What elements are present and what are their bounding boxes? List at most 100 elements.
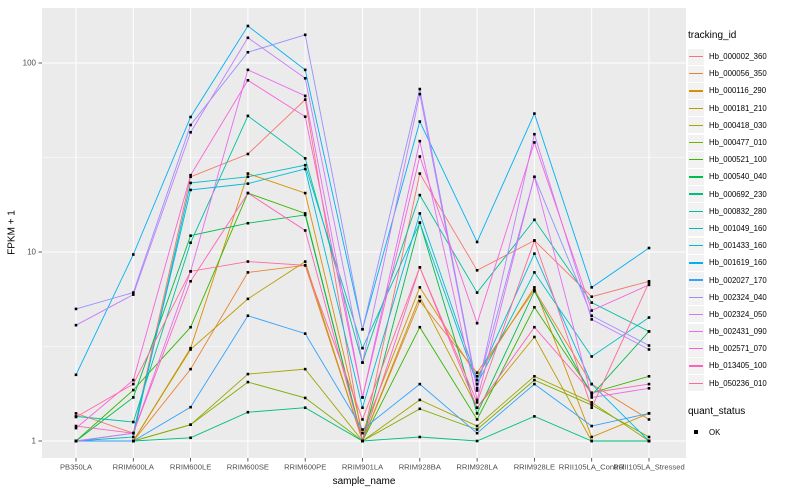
data-point xyxy=(418,286,422,289)
data-point xyxy=(189,123,192,127)
data-point xyxy=(647,439,651,443)
legend-item-label: Hb_013405_100 xyxy=(709,361,767,371)
data-point xyxy=(647,412,651,415)
legend-item: Hb_001049_160 xyxy=(688,220,767,237)
legend-color-line-icon xyxy=(689,176,703,178)
legend-color-line-icon xyxy=(689,193,703,195)
data-point xyxy=(303,367,307,371)
data-point xyxy=(246,314,250,318)
legend-item: Hb_013405_100 xyxy=(688,357,767,374)
legend-item-label: Hb_000692_230 xyxy=(709,189,767,199)
legend-color-line-icon xyxy=(689,279,703,281)
data-point xyxy=(361,361,364,364)
data-point xyxy=(303,406,307,410)
data-point xyxy=(590,295,593,299)
data-point xyxy=(590,301,593,304)
x-tick-label: RRIM600PE xyxy=(284,463,326,472)
data-point xyxy=(475,374,479,378)
data-point xyxy=(303,115,307,118)
data-point xyxy=(590,309,593,312)
y-tick-label: 100 xyxy=(23,59,37,68)
legend-color-line-icon xyxy=(689,107,703,109)
legend-item-label: Hb_002324_040 xyxy=(709,292,767,302)
legend-color-line-icon xyxy=(689,73,703,75)
data-point xyxy=(303,98,307,101)
data-point xyxy=(74,373,78,377)
legend-color-line-icon xyxy=(689,313,703,316)
data-point xyxy=(132,420,135,424)
data-point xyxy=(475,291,479,294)
data-point xyxy=(647,418,651,421)
data-point xyxy=(246,78,250,82)
data-point xyxy=(647,374,651,378)
data-point xyxy=(418,172,422,175)
legend-key xyxy=(688,424,704,441)
legend-key xyxy=(688,100,704,117)
legend-item-label: Hb_000002_360 xyxy=(709,52,767,62)
data-point xyxy=(189,241,192,244)
x-tick-label: RRIM928LA xyxy=(456,463,498,472)
data-point xyxy=(246,372,250,376)
data-point xyxy=(303,33,307,37)
data-point xyxy=(246,260,250,263)
data-point xyxy=(189,405,192,409)
quant-status-label: OK xyxy=(709,427,721,437)
legend-title: tracking_id xyxy=(688,30,737,41)
data-point xyxy=(590,435,593,439)
data-point xyxy=(533,132,536,136)
data-point xyxy=(303,212,307,215)
data-point xyxy=(303,68,307,72)
data-point xyxy=(533,335,536,339)
legend: tracking_id Hb_000002_360 Hb_000056_350 Hb… xyxy=(688,30,767,441)
data-point xyxy=(475,371,479,374)
data-point xyxy=(418,325,422,329)
legend-key xyxy=(688,306,704,323)
legend-item: Hb_000181_210 xyxy=(688,100,767,117)
legend-key xyxy=(688,186,704,203)
data-point xyxy=(590,318,593,321)
data-point xyxy=(590,382,593,386)
legend-item: Hb_000521_100 xyxy=(688,151,767,168)
data-point xyxy=(647,281,651,284)
data-point xyxy=(132,388,135,392)
data-point xyxy=(533,286,536,289)
data-point xyxy=(533,271,536,274)
data-point xyxy=(303,167,307,171)
data-point xyxy=(189,181,192,185)
x-axis-title: sample_name xyxy=(332,476,396,487)
data-point xyxy=(418,407,422,411)
data-point xyxy=(189,279,192,283)
legend-color-line-icon xyxy=(689,348,703,350)
y-axis-title: FPKM + 1 xyxy=(6,210,18,255)
data-point xyxy=(418,265,422,269)
legend-key xyxy=(688,289,704,306)
data-point xyxy=(361,418,364,421)
legend-item-label: Hb_002571_070 xyxy=(709,344,767,354)
data-point xyxy=(590,355,593,358)
legend-item-label: Hb_000418_030 xyxy=(709,120,767,130)
data-point xyxy=(132,431,135,435)
data-point xyxy=(647,330,651,333)
legend-key xyxy=(688,65,704,82)
data-point xyxy=(590,424,593,428)
data-point xyxy=(475,240,479,244)
legend-key xyxy=(688,48,704,65)
data-point xyxy=(74,412,78,415)
legend-item: Hb_050236_010 xyxy=(688,375,767,392)
data-point xyxy=(533,305,536,309)
data-point xyxy=(189,346,192,350)
data-point xyxy=(590,286,593,289)
legend-item-label: Hb_000477_010 xyxy=(709,138,767,148)
legend-color-line-icon xyxy=(689,210,703,212)
data-point xyxy=(533,175,536,179)
legend-item-label: Hb_001049_160 xyxy=(709,223,767,233)
data-point xyxy=(246,50,250,54)
data-point xyxy=(189,175,192,179)
data-point xyxy=(74,426,78,430)
legend-color-line-icon xyxy=(689,262,703,264)
data-point xyxy=(303,163,307,167)
legend-key xyxy=(688,134,704,151)
data-point xyxy=(533,378,536,382)
legend-color-line-icon xyxy=(689,227,703,230)
